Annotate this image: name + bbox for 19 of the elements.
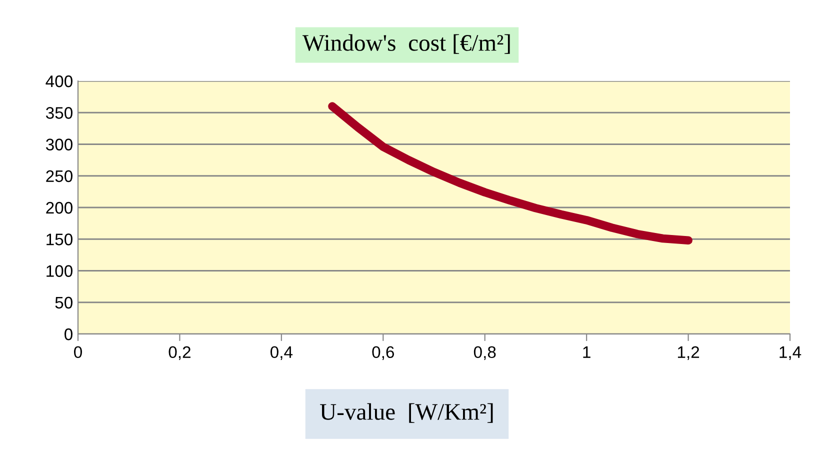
y-tick-label: 0: [64, 328, 72, 340]
y-tick-label: 300: [46, 138, 72, 150]
y-tick-label: 150: [46, 234, 72, 246]
y-tick-label: 400: [46, 75, 72, 88]
x-tick-label: 1: [583, 346, 590, 358]
x-tick-label: 1,2: [678, 346, 700, 360]
x-tick-label: 0,2: [168, 346, 190, 360]
x-tick-label: 0,6: [372, 346, 394, 360]
x-tick-label: 0,8: [474, 346, 496, 360]
y-tick-label: 100: [46, 265, 72, 277]
x-axis-title: U-value [W/Km²]: [320, 403, 493, 423]
y-tick-label: 200: [46, 202, 72, 214]
x-tick-label: 0: [74, 346, 82, 358]
x-tick-label: 1,4: [780, 346, 802, 360]
y-tick-label: 50: [55, 296, 72, 309]
x-tick-label: 0,4: [270, 346, 293, 360]
chart-title: Window's cost [€/m²]: [302, 34, 510, 54]
y-tick-label: 250: [46, 170, 72, 182]
y-tick-label: 350: [46, 107, 72, 119]
